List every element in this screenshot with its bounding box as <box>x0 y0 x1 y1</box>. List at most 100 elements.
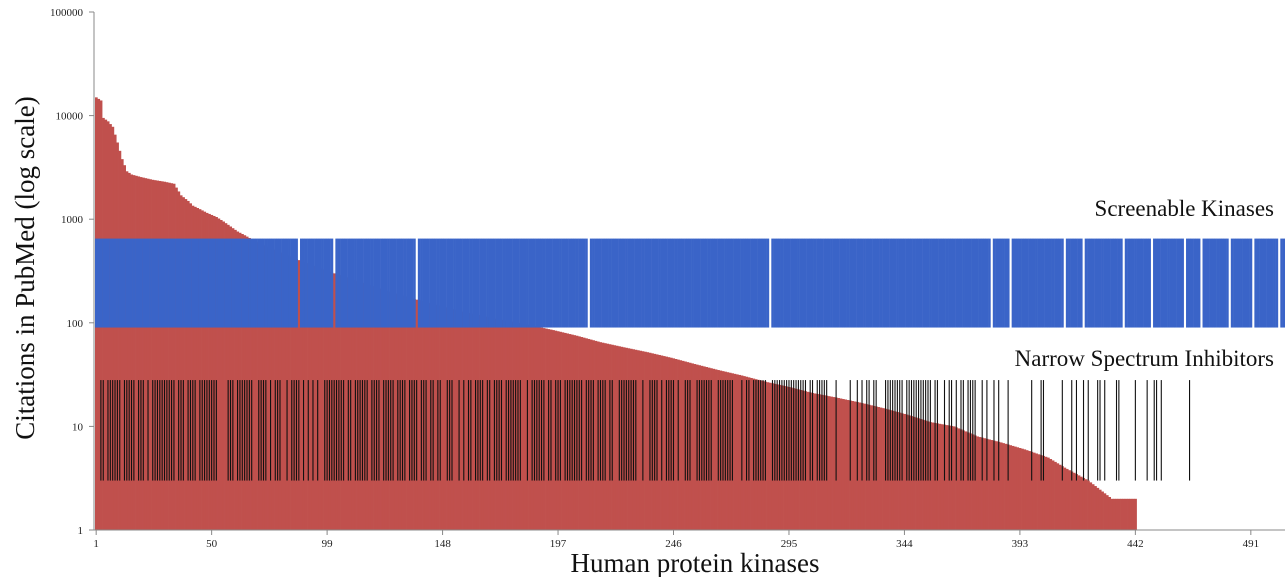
screenable-kinase-mark <box>170 238 174 328</box>
screenable-kinase-mark <box>172 238 176 328</box>
screenable-kinase-mark <box>519 238 522 328</box>
citation-bar <box>368 285 372 530</box>
citation-bar <box>945 425 949 530</box>
citation-bar <box>182 197 185 530</box>
screenable-kinase-mark <box>773 238 777 328</box>
screenable-kinase-mark <box>636 238 640 328</box>
screenable-kinase-mark <box>922 238 925 328</box>
screenable-kinase-mark <box>542 238 546 328</box>
screenable-kinase-mark <box>1134 238 1137 328</box>
screenable-kinase-mark <box>1162 238 1166 328</box>
citation-bar <box>644 351 647 530</box>
screenable-kinase-mark <box>184 238 188 328</box>
citation-bar <box>271 249 275 530</box>
screenable-kinase-mark <box>413 238 416 328</box>
screenable-kinase-mark <box>384 238 388 328</box>
screenable-kinase-mark <box>778 238 781 328</box>
screenable-kinase-mark <box>205 238 209 328</box>
screenable-kinase-mark <box>955 238 958 328</box>
screenable-kinase-mark <box>500 238 503 328</box>
screenable-kinase-mark <box>469 238 473 328</box>
citation-bar <box>344 277 348 530</box>
citation-bar <box>1042 455 1045 530</box>
screenable-kinase-mark <box>853 238 857 328</box>
screenable-kinase-mark <box>1049 238 1052 328</box>
screenable-kinase-mark <box>641 238 645 328</box>
screenable-kinase-mark <box>104 238 108 328</box>
screenable-kinase-mark <box>120 238 124 328</box>
screenable-kinase-mark <box>688 238 692 328</box>
screenable-kinase-mark <box>943 238 946 328</box>
screenable-kinase-mark <box>933 238 937 328</box>
citation-bar <box>304 262 308 530</box>
citation-bar <box>882 408 885 530</box>
citation-bar <box>1131 498 1135 530</box>
citation-bar <box>321 269 324 530</box>
screenable-kinase-mark <box>997 238 1001 328</box>
screenable-kinase-mark <box>1174 238 1177 328</box>
citation-bar <box>981 437 984 530</box>
screenable-kinase-mark <box>153 238 157 328</box>
citation-bar <box>203 211 207 530</box>
citation-bar <box>750 377 753 530</box>
citation-bar <box>837 398 840 530</box>
screenable-kinase-mark <box>1178 238 1182 328</box>
screenable-kinase-mark <box>1247 238 1250 328</box>
citation-bar <box>1054 461 1057 530</box>
citation-bar <box>693 364 697 530</box>
screenable-kinase-mark <box>674 238 678 328</box>
screenable-kinase-mark <box>834 238 838 328</box>
screenable-kinase-mark <box>995 238 998 328</box>
screenable-kinase-mark <box>969 238 972 328</box>
screenable-kinase-mark <box>710 238 713 328</box>
citation-bar <box>219 220 223 530</box>
screenable-kinase-mark <box>191 238 195 328</box>
citation-bar <box>318 268 322 530</box>
screenable-kinase-mark <box>234 238 237 328</box>
citation-bar <box>125 171 129 531</box>
citation-bar <box>168 182 171 531</box>
citation-bar <box>985 438 989 530</box>
citation-bar <box>1103 493 1107 530</box>
screenable-kinase-mark <box>879 238 883 328</box>
citation-bar <box>827 396 831 530</box>
citation-bar <box>545 328 548 530</box>
citation-bar <box>1075 474 1078 530</box>
screenable-kinase-mark <box>516 238 520 328</box>
screenable-kinase-mark <box>726 238 730 328</box>
citation-bar <box>766 382 770 530</box>
screenable-kinase-mark <box>201 238 204 328</box>
screenable-kinase-mark <box>1065 238 1069 328</box>
screenable-kinase-mark <box>514 238 518 328</box>
screenable-kinase-mark <box>639 238 642 328</box>
screenable-kinase-mark <box>787 238 791 328</box>
screenable-kinase-mark <box>455 238 459 328</box>
citation-bar <box>193 206 197 530</box>
screenable-kinase-mark <box>882 238 885 328</box>
x-tick-label: 344 <box>896 538 913 550</box>
screenable-kinase-mark <box>686 238 690 328</box>
screenable-kinase-mark <box>1087 238 1090 328</box>
screenable-kinase-mark <box>872 238 876 328</box>
screenable-kinase-mark <box>1195 238 1199 328</box>
citation-bar <box>184 199 188 530</box>
screenable-kinase-mark <box>363 238 367 328</box>
screenable-kinase-mark <box>940 238 944 328</box>
screenable-kinase-mark <box>271 238 275 328</box>
citation-bar <box>851 401 855 530</box>
screenable-kinase-mark <box>497 238 501 328</box>
citation-bar <box>1120 498 1123 530</box>
screenable-kinase-mark <box>460 238 463 328</box>
citation-bar <box>1070 471 1074 530</box>
screenable-kinase-mark <box>858 238 862 328</box>
screenable-kinase-mark <box>681 238 685 328</box>
screenable-kinase-mark <box>721 238 725 328</box>
screenable-kinase-mark <box>328 238 331 328</box>
screenable-kinase-mark <box>563 238 567 328</box>
screenable-kinase-mark <box>290 238 294 328</box>
screenable-kinase-mark <box>1259 238 1262 328</box>
citation-bar <box>940 424 944 530</box>
screenable-kinase-mark <box>149 238 152 328</box>
screenable-kinase-mark <box>344 238 348 328</box>
citation-bar <box>613 345 617 530</box>
